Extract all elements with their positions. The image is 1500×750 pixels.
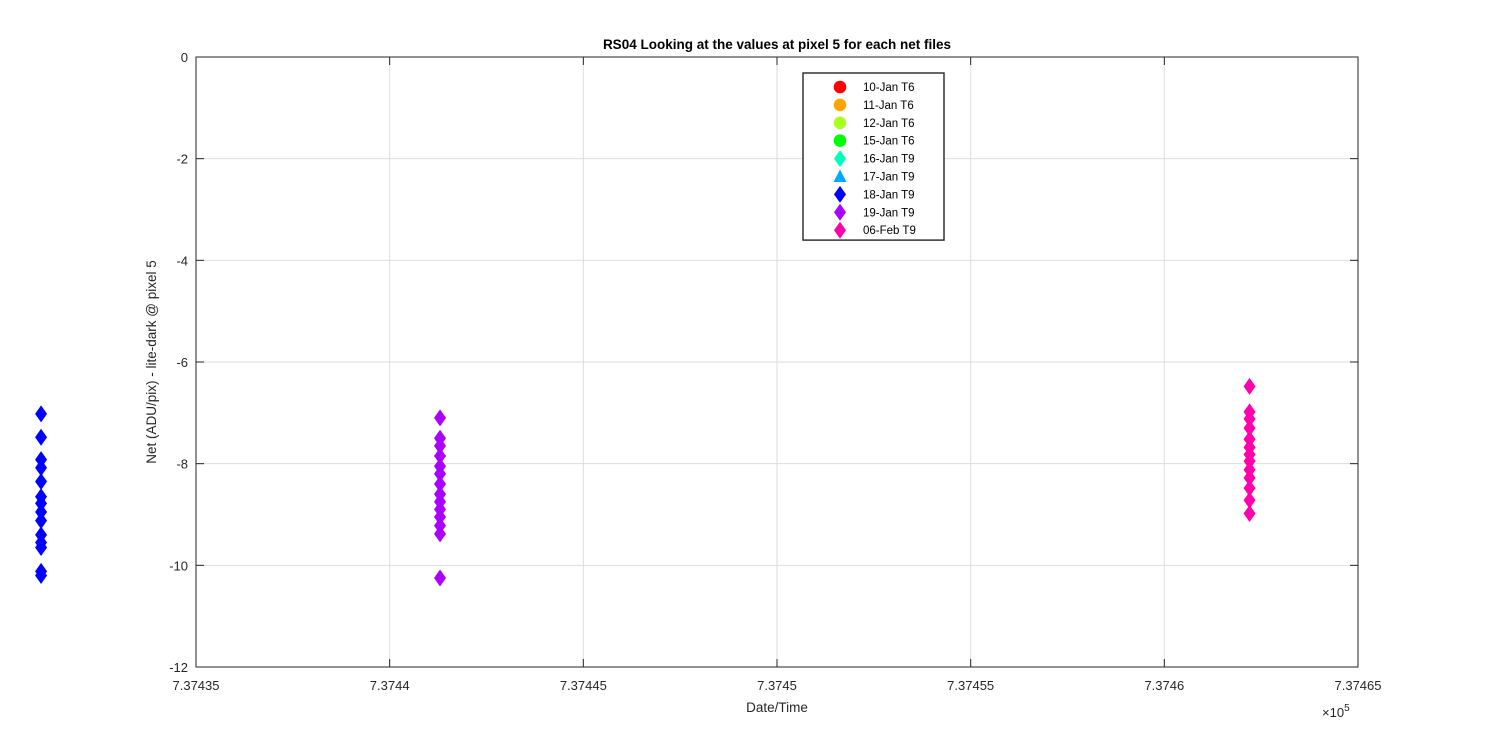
legend-marker [834, 150, 846, 168]
data-point [434, 409, 447, 427]
x-axis-exponent: ×105 [1322, 703, 1350, 720]
legend-entry-label: 10-Jan T6 [863, 82, 915, 94]
x-tick-label: 7.3746 [1144, 678, 1184, 693]
x-tick-label: 7.37465 [1335, 678, 1382, 693]
y-tick-label: -12 [169, 660, 188, 675]
data-point [434, 525, 447, 543]
y-tick-label: -8 [176, 457, 188, 472]
legend-marker [833, 116, 847, 130]
data-point [1243, 479, 1256, 497]
legend-marker [833, 134, 847, 147]
legend-marker [834, 203, 846, 221]
legend-marker [833, 98, 847, 112]
data-point [434, 569, 447, 587]
legend-entry-label: 16-Jan T9 [863, 154, 915, 166]
data-point [35, 405, 48, 423]
x-axis-exponent-power: 5 [1344, 703, 1350, 714]
data-point [434, 475, 447, 493]
data-point [1243, 504, 1256, 522]
data-point [35, 512, 48, 530]
data-point [35, 459, 48, 477]
legend-entry-label: 17-Jan T9 [863, 172, 915, 184]
data-point [35, 494, 48, 512]
legend-entry-label: 11-Jan T6 [863, 100, 914, 112]
legend-entry-label: 18-Jan T9 [863, 189, 915, 201]
x-tick-label: 7.37445 [560, 678, 607, 693]
data-point [35, 472, 48, 490]
legend-entry-label: 15-Jan T6 [863, 136, 915, 148]
x-axis-exponent-base: ×10 [1322, 705, 1344, 720]
data-point [434, 465, 447, 483]
y-tick-label: -4 [176, 253, 188, 268]
data-point [35, 539, 48, 557]
legend-box [802, 72, 945, 241]
chart-title: RS04 Looking at the values at pixel 5 fo… [603, 37, 951, 52]
data-point [1243, 469, 1256, 487]
data-point [434, 508, 447, 526]
y-tick-label: -6 [176, 355, 188, 370]
data-point [434, 447, 447, 465]
x-axis-label: Date/Time [746, 700, 808, 715]
data-point [35, 503, 48, 521]
legend-marker [834, 221, 846, 239]
legend-entry-label: 12-Jan T6 [863, 118, 915, 130]
legend-entry-label: 06-Feb T9 [863, 225, 916, 237]
series-group [434, 409, 447, 587]
data-point [1243, 419, 1256, 437]
series-group [1243, 377, 1256, 522]
data-point [1243, 377, 1256, 395]
y-tick-label: 0 [181, 50, 188, 65]
legend: 10-Jan T6 11-Jan T6 12-Jan T6 15-Jan T6 16-J… [802, 72, 945, 241]
series-group [35, 405, 48, 584]
legend-marker [833, 169, 847, 182]
data-points [35, 377, 1256, 587]
legend-marker [834, 185, 846, 203]
data-point [35, 428, 48, 446]
data-point [1243, 452, 1256, 470]
x-tick-label: 7.3744 [370, 678, 410, 693]
x-tick-label: 7.37435 [173, 678, 220, 693]
legend-marker [833, 80, 847, 94]
axis-ticks: 7.37435 7.3744 7.37445 7.3745 7.37455 7.3746 7… [169, 50, 1381, 693]
y-tick-label: -10 [169, 558, 188, 573]
data-point [35, 567, 48, 584]
data-point [1243, 410, 1256, 428]
y-tick-label: -2 [176, 152, 188, 167]
y-axis-label: Net (ADU/pix) - lite-dark @ pixel 5 [144, 260, 159, 464]
x-tick-label: 7.37455 [947, 678, 994, 693]
x-tick-label: 7.3745 [757, 678, 797, 693]
legend-entry-label: 19-Jan T9 [863, 207, 915, 219]
data-point [434, 437, 447, 455]
data-point [1243, 491, 1256, 509]
